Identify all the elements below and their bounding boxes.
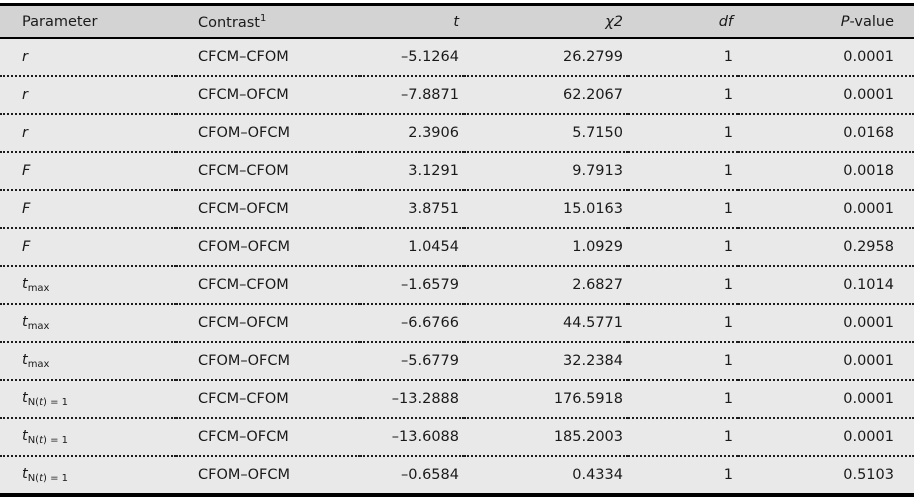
cell-parameter: tN(t) = 1 [0,380,176,419]
table-row: tN(t) = 1 CFCM–OFCM –13.6088 185.2003 1 0.000… [0,418,914,457]
cell-parameter: tmax [0,266,176,305]
cell-chi2: 2.6827 [464,266,628,305]
table-row: r CFOM–OFCM 2.3906 5.7150 1 0.0168 [0,114,914,153]
contrast-statistics-table: Parameter Contrast1 t χ2 df P-value r CFCM–CFO… [0,3,914,497]
cell-parameter: F [0,190,176,229]
cell-pvalue: 0.0001 [738,304,914,343]
cell-df: 1 [628,342,738,381]
cell-df: 1 [628,266,738,305]
cell-contrast: CFCM–CFOM [176,266,360,305]
cell-parameter: r [0,38,176,77]
cell-t: –6.6766 [360,304,464,343]
cell-contrast: CFCM–OFCM [176,76,360,115]
cell-parameter: tmax [0,342,176,381]
cell-df: 1 [628,38,738,77]
cell-df: 1 [628,114,738,153]
cell-contrast: CFCM–CFOM [176,380,360,419]
cell-pvalue: 0.2958 [738,228,914,267]
header-row: Parameter Contrast1 t χ2 df P-value [0,4,914,39]
table-row: r CFCM–OFCM –7.8871 62.2067 1 0.0001 [0,76,914,115]
cell-chi2: 44.5771 [464,304,628,343]
cell-parameter: F [0,152,176,191]
col-header-chi2: χ2 [464,4,628,39]
col-header-t: t [360,4,464,39]
cell-pvalue: 0.0001 [738,342,914,381]
table-body: r CFCM–CFOM –5.1264 26.2799 1 0.0001 r CFCM–OFC… [0,38,914,495]
cell-df: 1 [628,418,738,457]
cell-pvalue: 0.0018 [738,152,914,191]
cell-t: 2.3906 [360,114,464,153]
col-header-pvalue: P-value [738,4,914,39]
table-row: r CFCM–CFOM –5.1264 26.2799 1 0.0001 [0,38,914,77]
table-row: tmax CFCM–OFCM –6.6766 44.5771 1 0.0001 [0,304,914,343]
cell-t: –0.6584 [360,456,464,495]
cell-pvalue: 0.0001 [738,76,914,115]
col-header-parameter: Parameter [0,4,176,39]
cell-pvalue: 0.1014 [738,266,914,305]
cell-parameter: tmax [0,304,176,343]
cell-chi2: 26.2799 [464,38,628,77]
cell-pvalue: 0.0168 [738,114,914,153]
cell-contrast: CFOM–OFCM [176,342,360,381]
cell-pvalue: 0.0001 [738,38,914,77]
cell-chi2: 32.2384 [464,342,628,381]
cell-contrast: CFCM–OFCM [176,418,360,457]
table-row: F CFOM–OFCM 1.0454 1.0929 1 0.2958 [0,228,914,267]
cell-parameter: F [0,228,176,267]
cell-chi2: 185.2003 [464,418,628,457]
cell-t: –5.6779 [360,342,464,381]
cell-contrast: CFCM–CFOM [176,152,360,191]
cell-t: –13.2888 [360,380,464,419]
cell-chi2: 0.4334 [464,456,628,495]
cell-df: 1 [628,152,738,191]
cell-parameter: r [0,114,176,153]
table-row: tN(t) = 1 CFOM–OFCM –0.6584 0.4334 1 0.5103 [0,456,914,495]
cell-chi2: 15.0163 [464,190,628,229]
cell-contrast: CFOM–OFCM [176,456,360,495]
cell-t: 3.8751 [360,190,464,229]
statistics-table-container: Parameter Contrast1 t χ2 df P-value r CFCM–CFO… [0,3,914,497]
cell-parameter: tN(t) = 1 [0,418,176,457]
cell-chi2: 1.0929 [464,228,628,267]
table-row: F CFCM–OFCM 3.8751 15.0163 1 0.0001 [0,190,914,229]
cell-chi2: 9.7913 [464,152,628,191]
cell-chi2: 62.2067 [464,76,628,115]
cell-df: 1 [628,456,738,495]
table-header: Parameter Contrast1 t χ2 df P-value [0,4,914,39]
cell-t: 3.1291 [360,152,464,191]
cell-contrast: CFOM–OFCM [176,228,360,267]
cell-parameter: r [0,76,176,115]
cell-pvalue: 0.0001 [738,190,914,229]
cell-contrast: CFCM–OFCM [176,190,360,229]
cell-chi2: 176.5918 [464,380,628,419]
cell-t: 1.0454 [360,228,464,267]
cell-df: 1 [628,304,738,343]
table-row: F CFCM–CFOM 3.1291 9.7913 1 0.0018 [0,152,914,191]
cell-t: –5.1264 [360,38,464,77]
cell-pvalue: 0.0001 [738,380,914,419]
col-header-contrast: Contrast1 [176,4,360,39]
cell-t: –13.6088 [360,418,464,457]
cell-df: 1 [628,190,738,229]
cell-df: 1 [628,228,738,267]
cell-pvalue: 0.0001 [738,418,914,457]
cell-parameter: tN(t) = 1 [0,456,176,495]
cell-df: 1 [628,380,738,419]
table-row: tmax CFOM–OFCM –5.6779 32.2384 1 0.0001 [0,342,914,381]
table-row: tmax CFCM–CFOM –1.6579 2.6827 1 0.1014 [0,266,914,305]
cell-contrast: CFCM–CFOM [176,38,360,77]
table-row: tN(t) = 1 CFCM–CFOM –13.2888 176.5918 1 0.000… [0,380,914,419]
cell-chi2: 5.7150 [464,114,628,153]
cell-contrast: CFCM–OFCM [176,304,360,343]
cell-t: –7.8871 [360,76,464,115]
cell-df: 1 [628,76,738,115]
cell-contrast: CFOM–OFCM [176,114,360,153]
cell-t: –1.6579 [360,266,464,305]
col-header-df: df [628,4,738,39]
cell-pvalue: 0.5103 [738,456,914,495]
